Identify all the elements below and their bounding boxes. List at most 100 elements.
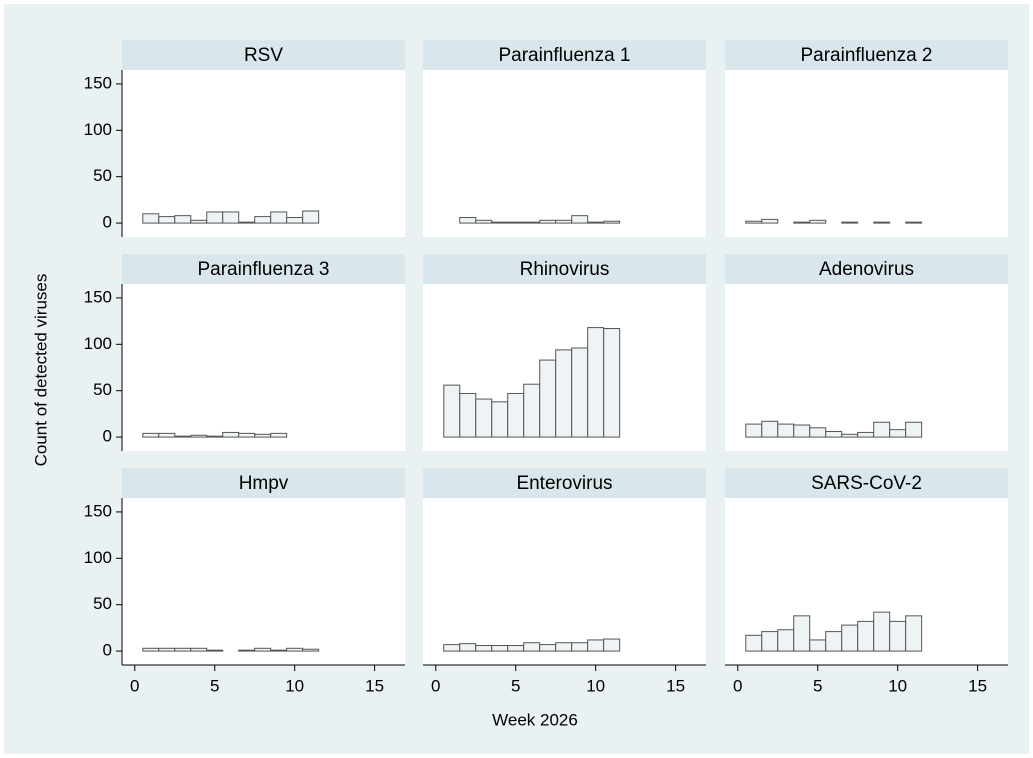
bar	[443, 384, 461, 438]
y-tick-label: 0	[103, 213, 112, 232]
bar	[254, 647, 272, 652]
y-tick-label: 0	[103, 641, 112, 660]
panel-title: Hmpv	[239, 473, 289, 494]
panel-title: Rhinovirus	[520, 259, 610, 280]
bar	[745, 220, 763, 224]
bar	[587, 221, 605, 224]
bar	[507, 392, 525, 438]
bar	[190, 219, 208, 224]
bar	[158, 432, 176, 438]
bar	[539, 359, 557, 438]
bar	[761, 420, 779, 438]
x-tick-label: 15	[666, 676, 685, 695]
bar	[841, 624, 859, 652]
bar	[206, 649, 224, 652]
panel-title: Enterovirus	[516, 473, 612, 494]
bar	[302, 210, 320, 224]
panel-header	[725, 254, 1008, 284]
panel-header	[725, 40, 1008, 70]
panel-header	[423, 40, 706, 70]
bar	[873, 611, 891, 652]
bar	[475, 645, 493, 652]
y-tick-label: 150	[84, 501, 112, 520]
bar	[142, 647, 160, 652]
x-axis-label: Week 2026	[492, 710, 578, 729]
bar	[761, 218, 779, 224]
bar	[761, 631, 779, 652]
x-tick-label: 0	[130, 676, 139, 695]
panel-title: RSV	[244, 45, 283, 66]
panel-header	[423, 254, 706, 284]
x-tick-label: 0	[733, 676, 742, 695]
plot-area	[122, 70, 405, 237]
y-tick-label: 50	[93, 594, 112, 613]
bar	[491, 221, 509, 224]
bar	[825, 631, 843, 652]
bar	[587, 327, 605, 438]
bar	[587, 639, 605, 652]
panel-header	[725, 468, 1008, 498]
plot-area	[725, 70, 1008, 237]
bar	[507, 645, 525, 652]
y-tick-label: 50	[93, 380, 112, 399]
panel-title: Parainfluenza 2	[800, 45, 932, 66]
bar	[507, 221, 525, 224]
panel-title: Parainfluenza 3	[197, 259, 329, 280]
x-tick-label: 10	[888, 676, 907, 695]
bar	[142, 213, 160, 224]
bar	[745, 423, 763, 438]
bar	[190, 434, 208, 438]
bar	[475, 398, 493, 438]
x-tick-label: 5	[511, 676, 520, 695]
bar	[222, 211, 240, 224]
bar	[905, 421, 923, 438]
bar	[603, 638, 621, 652]
bar	[286, 647, 304, 652]
bar	[459, 392, 477, 438]
bar	[491, 401, 509, 438]
bar	[555, 642, 573, 652]
bar	[491, 645, 509, 652]
bar	[793, 221, 811, 224]
bar	[793, 424, 811, 438]
bar	[174, 647, 192, 652]
bar	[475, 219, 493, 224]
plot-area	[122, 498, 405, 665]
bar	[539, 644, 557, 652]
plot-area	[423, 70, 706, 237]
panel-header	[122, 468, 405, 498]
x-tick-label: 5	[210, 676, 219, 695]
bar	[809, 427, 827, 438]
bar	[905, 221, 923, 224]
x-tick-label: 10	[586, 676, 605, 695]
bar	[190, 647, 208, 652]
x-tick-label: 0	[431, 676, 440, 695]
bar	[889, 429, 907, 438]
bar	[745, 634, 763, 652]
y-tick-label: 150	[84, 73, 112, 92]
panel-header	[122, 40, 405, 70]
bar	[158, 216, 176, 224]
bar	[238, 221, 256, 224]
bar	[777, 423, 795, 438]
bar	[254, 433, 272, 438]
bar	[286, 217, 304, 224]
bar	[158, 647, 176, 652]
y-tick-label: 100	[84, 120, 112, 139]
bar	[238, 432, 256, 438]
bar	[889, 620, 907, 652]
bar	[873, 421, 891, 438]
y-tick-label: 150	[84, 287, 112, 306]
x-tick-label: 10	[285, 676, 304, 695]
bar	[809, 639, 827, 652]
bar	[571, 642, 589, 652]
panel-header	[122, 254, 405, 284]
bar	[841, 221, 859, 224]
bar	[873, 221, 891, 224]
bar	[571, 215, 589, 224]
panel-title: Adenovirus	[819, 259, 914, 280]
bar	[841, 433, 859, 438]
bar	[555, 349, 573, 438]
bar	[793, 615, 811, 652]
